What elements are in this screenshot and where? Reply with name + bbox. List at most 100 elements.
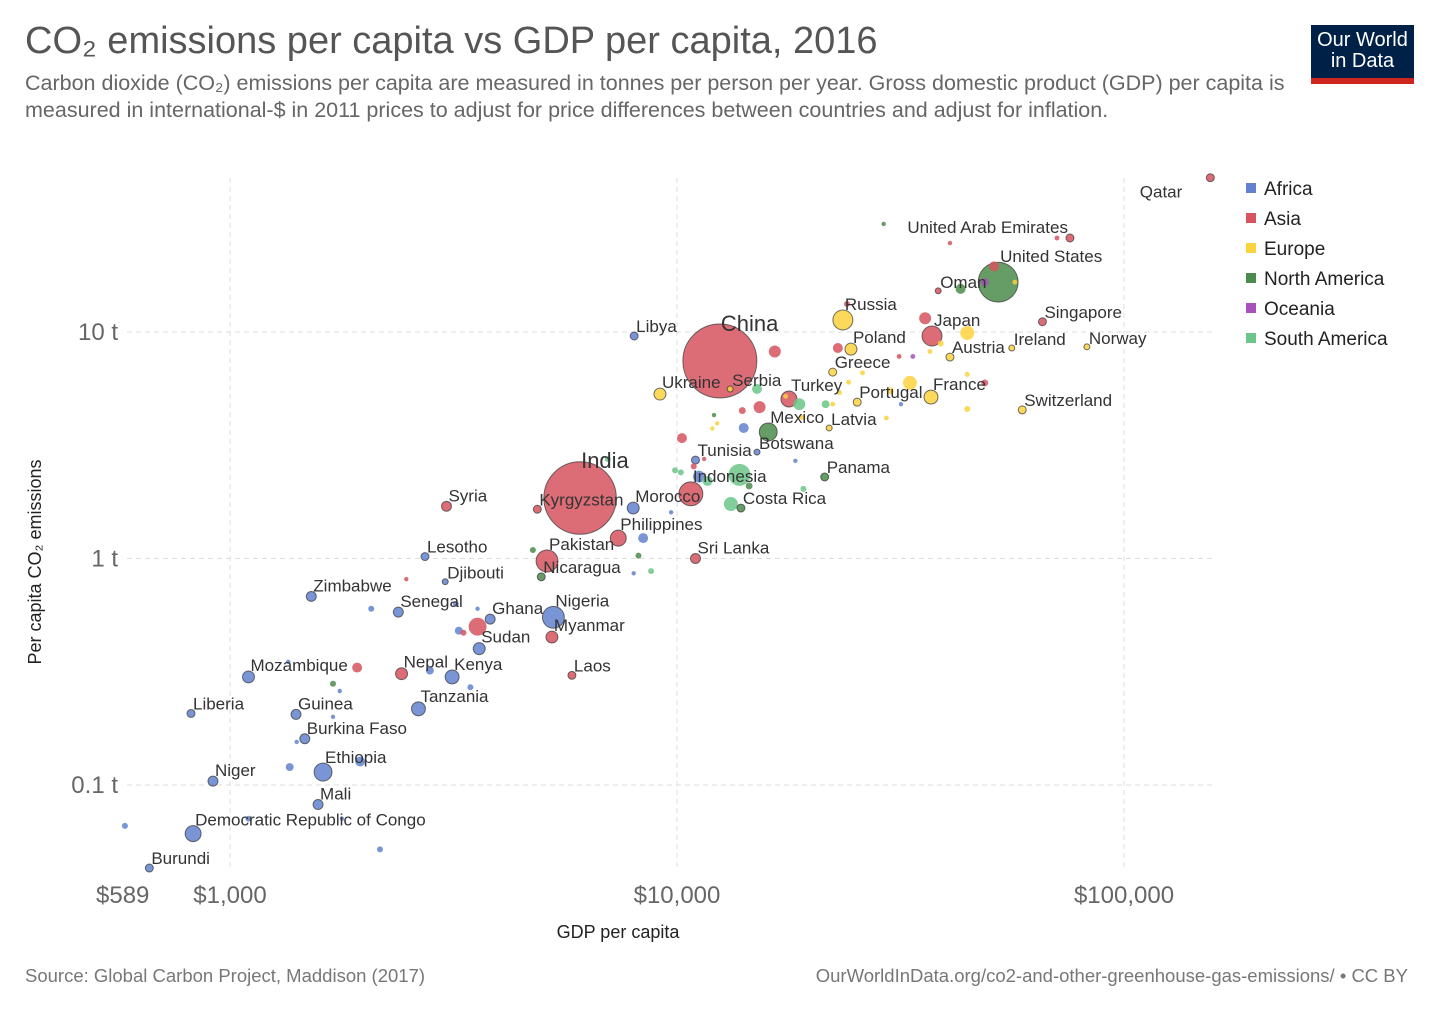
data-point[interactable] xyxy=(312,799,324,811)
data-point[interactable] xyxy=(425,666,434,675)
data-point[interactable] xyxy=(726,385,734,393)
data-point[interactable] xyxy=(242,670,255,684)
data-point[interactable] xyxy=(352,662,363,673)
data-point[interactable] xyxy=(738,422,749,433)
data-point[interactable] xyxy=(677,469,684,476)
data-point[interactable] xyxy=(468,617,487,636)
data-point[interactable] xyxy=(921,325,943,347)
data-point[interactable] xyxy=(1017,405,1027,415)
data-point[interactable] xyxy=(964,406,971,413)
data-point[interactable] xyxy=(783,393,789,399)
data-point[interactable] xyxy=(355,756,366,767)
data-point[interactable] xyxy=(693,470,705,483)
data-point[interactable] xyxy=(702,475,713,486)
data-point[interactable] xyxy=(800,485,807,492)
data-point[interactable] xyxy=(758,422,778,442)
data-point[interactable] xyxy=(964,371,970,377)
data-point[interactable] xyxy=(376,846,383,853)
data-point[interactable] xyxy=(989,261,1000,272)
source-url-link[interactable]: OurWorldInData.org/co2-and-other-greenho… xyxy=(815,965,1408,986)
data-point[interactable] xyxy=(441,500,452,512)
data-point[interactable] xyxy=(404,577,409,582)
data-point[interactable] xyxy=(753,448,761,456)
data-point[interactable] xyxy=(832,343,843,353)
data-point[interactable] xyxy=(793,398,806,411)
data-point[interactable] xyxy=(330,714,336,720)
data-point[interactable] xyxy=(184,825,202,843)
data-point[interactable] xyxy=(313,762,333,782)
data-point[interactable] xyxy=(484,613,496,625)
data-point[interactable] xyxy=(635,552,642,559)
data-point[interactable] xyxy=(1083,343,1091,351)
data-point[interactable] xyxy=(1012,279,1018,285)
data-point[interactable] xyxy=(768,345,781,358)
data-point[interactable] xyxy=(934,287,942,295)
data-point[interactable] xyxy=(738,407,746,414)
data-point[interactable] xyxy=(977,261,1019,303)
data-point[interactable] xyxy=(535,549,559,573)
data-point[interactable] xyxy=(820,472,830,482)
data-point[interactable] xyxy=(927,349,933,354)
data-point[interactable] xyxy=(604,456,611,462)
data-point[interactable] xyxy=(543,461,617,535)
data-point[interactable] xyxy=(919,312,932,325)
data-point[interactable] xyxy=(711,412,717,418)
data-point[interactable] xyxy=(1037,317,1047,327)
data-point[interactable] xyxy=(299,733,311,745)
data-point[interactable] xyxy=(896,354,902,359)
data-point[interactable] xyxy=(475,606,480,611)
data-point[interactable] xyxy=(910,354,916,359)
data-point[interactable] xyxy=(728,463,751,486)
data-point[interactable] xyxy=(441,578,449,586)
data-point[interactable] xyxy=(846,379,852,385)
data-point[interactable] xyxy=(668,510,674,515)
data-point[interactable] xyxy=(960,326,975,340)
data-point[interactable] xyxy=(121,822,128,829)
data-point[interactable] xyxy=(337,688,342,694)
data-point[interactable] xyxy=(923,389,939,405)
data-point[interactable] xyxy=(980,278,989,287)
data-point[interactable] xyxy=(690,463,697,470)
data-point[interactable] xyxy=(420,552,430,562)
data-point[interactable] xyxy=(472,642,486,656)
data-point[interactable] xyxy=(368,605,375,612)
data-point[interactable] xyxy=(410,701,426,717)
data-point[interactable] xyxy=(678,481,704,507)
data-point[interactable] xyxy=(844,342,858,356)
data-point[interactable] xyxy=(186,708,196,718)
data-point[interactable] xyxy=(690,553,701,564)
data-point[interactable] xyxy=(467,684,474,691)
data-point[interactable] xyxy=(638,533,649,544)
data-point[interactable] xyxy=(793,458,798,463)
data-point[interactable] xyxy=(339,816,345,821)
data-point[interactable] xyxy=(852,397,862,407)
data-point[interactable] xyxy=(532,504,542,514)
data-point[interactable] xyxy=(902,375,917,390)
data-point[interactable] xyxy=(886,387,894,395)
legend-item[interactable]: North America xyxy=(1246,269,1385,290)
data-point[interactable] xyxy=(898,401,904,407)
data-point[interactable] xyxy=(286,659,291,664)
data-point[interactable] xyxy=(677,433,687,444)
data-point[interactable] xyxy=(395,667,409,681)
data-point[interactable] xyxy=(452,600,459,607)
data-point[interactable] xyxy=(392,606,404,618)
data-point[interactable] xyxy=(536,572,546,582)
data-point[interactable] xyxy=(736,503,746,513)
data-point[interactable] xyxy=(1065,233,1075,243)
data-point[interactable] xyxy=(541,605,565,629)
data-point[interactable] xyxy=(837,390,842,396)
data-point[interactable] xyxy=(545,630,559,644)
data-point[interactable] xyxy=(648,568,655,575)
data-point[interactable] xyxy=(609,529,627,547)
data-point[interactable] xyxy=(745,482,753,490)
data-point[interactable] xyxy=(701,456,707,462)
data-point[interactable] xyxy=(752,384,762,395)
data-point[interactable] xyxy=(294,739,299,745)
data-point[interactable] xyxy=(981,379,989,387)
legend-item[interactable]: Asia xyxy=(1246,209,1301,230)
data-point[interactable] xyxy=(828,367,838,377)
data-point[interactable] xyxy=(821,400,830,409)
data-point[interactable] xyxy=(245,815,252,822)
data-point[interactable] xyxy=(945,352,955,362)
